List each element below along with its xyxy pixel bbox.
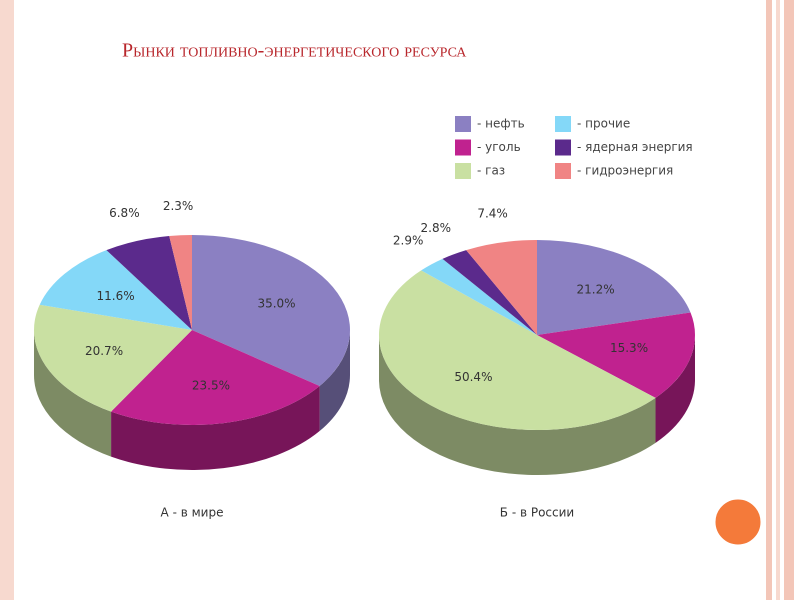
legend-swatch: [555, 163, 571, 179]
value-label: 35.0%: [257, 297, 295, 311]
value-label: 50.4%: [454, 370, 492, 384]
slice-side: [379, 335, 656, 476]
left-border: [0, 0, 14, 600]
value-label: 2.9%: [393, 233, 424, 247]
value-label: 23.5%: [192, 378, 230, 392]
pie-slice: - прочие: [39, 250, 193, 330]
right-border: [776, 0, 780, 600]
legend: - нефть - уголь - газ - прочие - ядерная эне…: [455, 116, 693, 179]
legend-label: - прочие: [577, 117, 630, 131]
slide-title: Рынки топливно-энергетического ресурса: [122, 40, 467, 62]
pie-slice: - ядерная энергия: [106, 235, 192, 330]
legend-swatch: [455, 116, 471, 132]
charts: - нефть35.0%- уголь23.5%- газ20.7%- проч…: [33, 199, 696, 520]
value-label: 20.7%: [85, 344, 123, 358]
value-label: 7.4%: [477, 207, 508, 221]
chart-title: А - в мире: [161, 506, 224, 520]
pie-slice: - нефть: [192, 235, 350, 387]
slice-side: [319, 330, 350, 432]
pie-slice: - прочие: [421, 258, 537, 335]
pie-slice: - гидроэнергия: [466, 240, 537, 335]
pie-slice: - ядерная энергия: [442, 250, 537, 335]
slice-side: [34, 330, 112, 457]
value-label: 6.8%: [109, 206, 140, 220]
legend-label: - гидроэнергия: [577, 164, 673, 178]
value-label: 11.6%: [97, 289, 135, 303]
legend-swatch: [555, 116, 571, 132]
value-label: 2.3%: [163, 199, 194, 213]
decor-circle: [712, 496, 764, 548]
pie-slice: - гидроэнергия: [169, 235, 192, 330]
legend-label: - ядерная энергия: [577, 140, 693, 154]
pie-slice: - газ: [379, 270, 656, 430]
pie-slice: - нефть: [537, 240, 691, 335]
legend-swatch: [555, 139, 571, 156]
legend-label: - газ: [477, 164, 505, 178]
value-label: 21.2%: [577, 283, 615, 297]
legend-label: - нефть: [477, 117, 525, 131]
right-border: [766, 0, 772, 600]
slice-side: [111, 386, 320, 470]
pie-slice: - уголь: [537, 312, 696, 398]
value-label: 2.8%: [421, 221, 452, 235]
legend-swatch: [455, 163, 471, 179]
pie-slice: - уголь: [111, 330, 320, 425]
legend-label: - уголь: [477, 140, 521, 154]
value-label: 15.3%: [610, 341, 648, 355]
slice-side: [655, 335, 695, 443]
chart-title: Б - в России: [500, 506, 574, 520]
pie-slice: - газ: [33, 304, 192, 412]
right-border: [784, 0, 794, 600]
legend-swatch: [455, 139, 471, 156]
